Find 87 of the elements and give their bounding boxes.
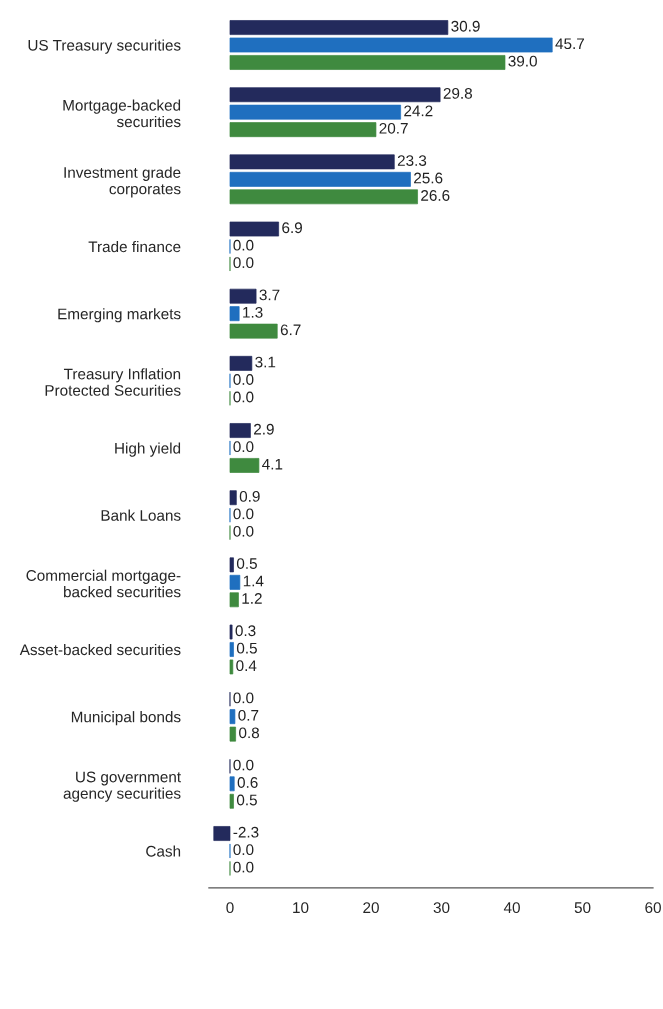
y-tick-label: Cash: [146, 845, 181, 857]
y-tick-label: Municipal bonds: [71, 711, 181, 726]
bar: [229, 288, 257, 304]
bar: [229, 574, 241, 590]
y-tick-label: Asset-backed securities: [19, 643, 181, 656]
data-label: -2.3: [233, 826, 259, 838]
bar: [229, 122, 377, 138]
data-label: 25.6: [414, 172, 443, 184]
bar: [229, 154, 395, 170]
bar: [229, 592, 239, 608]
data-label: 0.0: [233, 525, 254, 537]
bar: [229, 37, 553, 53]
data-label: 0.0: [233, 257, 254, 269]
bar: [229, 776, 235, 792]
data-label: 0.0: [233, 861, 254, 873]
bar: [229, 659, 234, 675]
data-label: 0.3: [235, 625, 256, 637]
bar: [229, 306, 240, 322]
data-label: 1.4: [243, 575, 264, 587]
data-label: 6.9: [282, 222, 302, 234]
bar: [229, 20, 449, 35]
y-tick-label: Bank Loans: [101, 509, 181, 521]
data-label: 0.8: [239, 727, 260, 739]
data-label: 24.2: [404, 105, 433, 117]
data-label: 0.5: [236, 642, 257, 654]
data-label: 45.7: [555, 38, 585, 50]
data-label: 0.6: [237, 777, 258, 788]
bar: [229, 793, 234, 809]
x-tick-label: 60: [645, 902, 661, 914]
bar: [229, 104, 401, 120]
data-label: 0.5: [236, 558, 257, 569]
bar: [229, 55, 506, 70]
data-label: 0.0: [233, 844, 254, 856]
bar: [229, 557, 234, 573]
data-label: 0.0: [233, 692, 254, 704]
data-label: 0.0: [233, 441, 254, 453]
data-label: 3.7: [259, 289, 280, 301]
x-tick-label: 40: [503, 902, 520, 914]
bar: [229, 423, 251, 438]
data-label: 0.0: [233, 374, 254, 385]
data-label: 39.0: [508, 55, 537, 67]
y-tick-label: Treasury Inflation Protected Securities: [45, 368, 181, 396]
y-tick-label: High yield: [115, 442, 181, 457]
x-tick-label: 50: [574, 902, 591, 914]
data-label: 2.9: [254, 423, 274, 435]
data-label: 0.5: [236, 794, 257, 806]
data-label: 30.9: [451, 20, 480, 32]
data-label: 0.9: [239, 490, 260, 502]
y-tick-label: Investment grade corporates: [64, 166, 181, 198]
data-label: 0.4: [236, 660, 257, 672]
data-label: 3.1: [255, 356, 276, 368]
y-tick-label: US Treasury securities: [28, 39, 181, 54]
bar: [229, 323, 278, 339]
bar: [229, 458, 260, 473]
data-label: 0.0: [233, 391, 254, 403]
data-label: 0.7: [238, 709, 259, 721]
data-label: 6.7: [280, 324, 301, 336]
bar: [229, 171, 411, 187]
data-label: 20.7: [379, 122, 408, 134]
data-label: 23.3: [397, 155, 427, 166]
bar: [229, 355, 253, 371]
bar: [229, 221, 279, 237]
data-label: 0.0: [233, 759, 254, 771]
y-tick-label: Mortgage-backed securities: [63, 99, 181, 128]
y-tick-label: US government agency securities: [63, 771, 181, 802]
y-tick-label: Commercial mortgage- backed securities: [26, 569, 181, 598]
data-label: 1.2: [242, 593, 262, 604]
y-tick-label: Trade finance: [88, 240, 181, 253]
bar: [229, 490, 237, 506]
data-label: 26.6: [421, 190, 450, 201]
y-tick-label: Emerging markets: [58, 308, 181, 323]
bar: [213, 826, 231, 841]
bar: [229, 726, 236, 742]
x-tick-label: 30: [433, 902, 450, 914]
data-label: 29.8: [443, 88, 473, 99]
bar: [229, 87, 441, 103]
bar: [229, 709, 236, 725]
x-tick-label: 10: [293, 902, 309, 914]
x-tick-label: 0: [226, 902, 234, 914]
bar: [229, 624, 233, 640]
bar: [229, 642, 234, 657]
data-label: 0.0: [233, 508, 254, 520]
x-tick-label: 20: [363, 902, 379, 914]
data-label: 1.3: [243, 306, 263, 318]
data-label: 4.1: [262, 458, 283, 470]
bar: [229, 189, 418, 205]
data-label: 0.0: [233, 239, 254, 251]
